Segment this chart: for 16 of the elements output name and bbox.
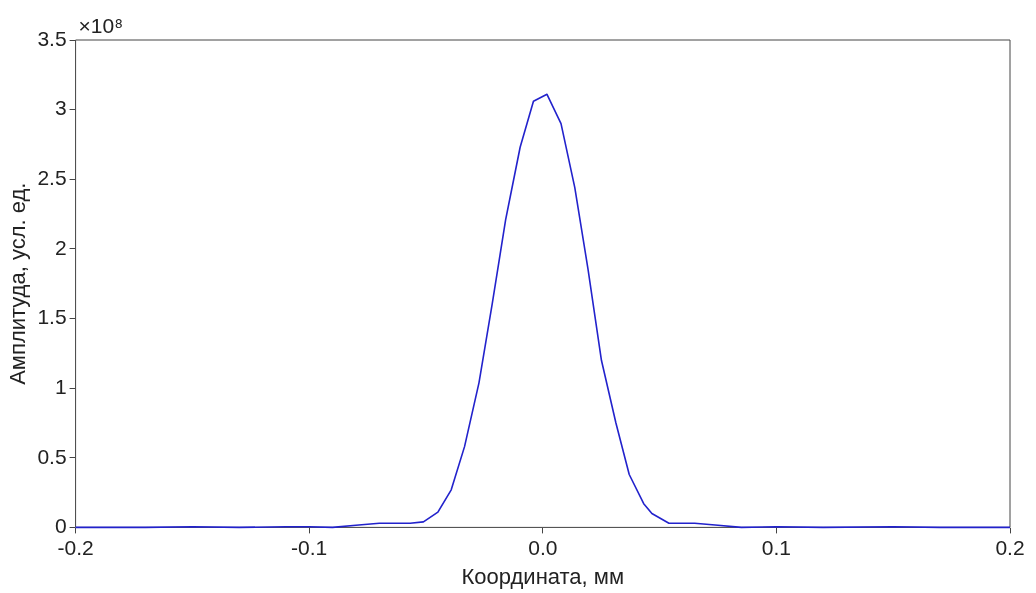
y-tick-label: 0.5	[37, 444, 67, 468]
y-tick-label: 1	[54, 374, 67, 398]
y-axis-title: Амплитуда, усл. ед.	[5, 182, 31, 385]
y-tick-label: 0	[54, 514, 67, 538]
text: ×10⁸	[78, 14, 124, 38]
y-tick-label: 2.5	[37, 166, 67, 190]
y-tick-label: 3.5	[37, 26, 67, 50]
y-tick-label: 3	[54, 96, 67, 120]
y-tick-label: 2	[54, 235, 67, 259]
x-axis-title: Координата, мм	[461, 563, 625, 589]
x-tick-label: -0.1	[291, 535, 328, 559]
x-tick-label: 0.2	[995, 535, 1025, 559]
x-tick-label: 0.1	[761, 535, 791, 559]
x-tick-label: 0.0	[528, 535, 558, 559]
y-tick-label: 1.5	[37, 305, 67, 329]
x-tick-label: -0.2	[57, 535, 94, 559]
